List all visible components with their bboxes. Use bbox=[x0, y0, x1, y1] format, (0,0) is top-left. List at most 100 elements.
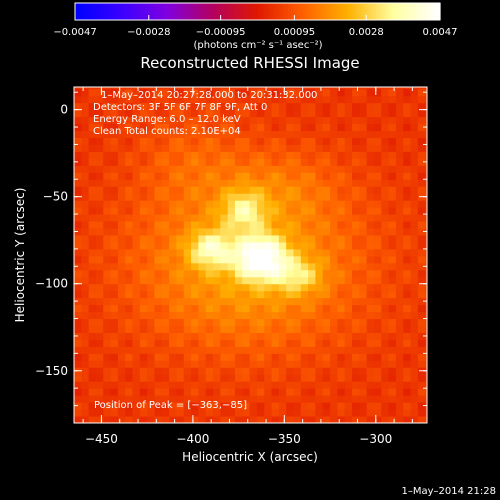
heatmap-pixel bbox=[300, 283, 309, 292]
heatmap-pixel bbox=[300, 332, 309, 340]
heatmap-pixel bbox=[308, 234, 316, 243]
heatmap-pixel bbox=[132, 87, 141, 90]
heatmap-pixel bbox=[139, 193, 148, 201]
heatmap-pixel bbox=[74, 353, 82, 361]
heatmap-pixel bbox=[117, 318, 126, 327]
heatmap-pixel bbox=[183, 416, 192, 423]
heatmap-pixel bbox=[300, 269, 309, 278]
heatmap-pixel bbox=[373, 318, 382, 327]
colorbar-segment bbox=[312, 3, 316, 20]
heatmap-pixel bbox=[227, 269, 236, 278]
heatmap-pixel bbox=[103, 402, 112, 410]
heatmap-pixel bbox=[293, 130, 302, 138]
heatmap-pixel bbox=[308, 151, 316, 159]
heatmap-pixel bbox=[278, 269, 287, 278]
colorbar-segment bbox=[351, 3, 356, 20]
colorbar-segment bbox=[382, 3, 386, 20]
heatmap-pixel bbox=[322, 186, 331, 194]
heatmap-pixel bbox=[198, 262, 207, 271]
heatmap-pixel bbox=[95, 409, 104, 417]
heatmap-pixel bbox=[359, 179, 368, 187]
heatmap-pixel bbox=[278, 409, 287, 417]
heatmap-pixel bbox=[300, 262, 309, 271]
heatmap-pixel bbox=[264, 353, 273, 361]
heatmap-pixel bbox=[278, 318, 287, 327]
heatmap-pixel bbox=[330, 409, 338, 417]
heatmap-pixel bbox=[95, 109, 104, 118]
heatmap-pixel bbox=[381, 360, 390, 368]
heatmap-pixel bbox=[198, 241, 207, 250]
heatmap-pixel bbox=[213, 200, 221, 208]
heatmap-pixel bbox=[322, 172, 331, 180]
heatmap-pixel bbox=[234, 318, 243, 327]
heatmap-pixel bbox=[322, 144, 331, 152]
heatmap-pixel bbox=[81, 332, 90, 340]
heatmap-pixel bbox=[147, 179, 155, 187]
heatmap-pixel bbox=[286, 388, 294, 396]
heatmap-pixel bbox=[147, 158, 155, 166]
heatmap-pixel bbox=[256, 109, 265, 118]
heatmap-pixel bbox=[161, 269, 170, 278]
colorbar-segment bbox=[154, 3, 158, 20]
heatmap-pixel bbox=[417, 283, 426, 292]
observation-info: 1–May–2014 20:27:28.000 to 20:31:32.000D… bbox=[93, 90, 317, 137]
heatmap-pixel bbox=[315, 193, 324, 201]
heatmap-pixel bbox=[373, 130, 382, 138]
heatmap-pixel bbox=[132, 186, 141, 194]
colorbar-segment bbox=[254, 3, 259, 20]
heatmap-pixel bbox=[366, 388, 375, 396]
heatmap-pixel bbox=[373, 290, 382, 299]
heatmap-pixel bbox=[139, 388, 148, 396]
heatmap-pixel bbox=[381, 283, 390, 292]
heatmap-pixel bbox=[176, 109, 185, 118]
heatmap-pixel bbox=[227, 283, 236, 292]
heatmap-pixel bbox=[117, 276, 126, 285]
heatmap-pixel bbox=[256, 374, 265, 382]
heatmap-pixel bbox=[147, 353, 155, 361]
heatmap-pixel bbox=[205, 325, 214, 333]
heatmap-pixel bbox=[74, 409, 82, 417]
heatmap-pixel bbox=[169, 172, 177, 180]
heatmap-pixel bbox=[227, 87, 236, 90]
heatmap-pixel bbox=[300, 318, 309, 327]
heatmap-pixel bbox=[417, 297, 426, 306]
heatmap-pixel bbox=[169, 228, 177, 236]
heatmap-pixel bbox=[352, 402, 360, 410]
heatmap-pixel bbox=[417, 228, 426, 236]
heatmap-pixel bbox=[271, 186, 280, 194]
heatmap-pixel bbox=[103, 179, 112, 187]
heatmap-pixel bbox=[147, 381, 155, 389]
heatmap-pixel bbox=[249, 200, 258, 208]
heatmap-pixel bbox=[256, 416, 265, 423]
heatmap-pixel bbox=[132, 116, 141, 125]
heatmap-pixel bbox=[395, 395, 404, 403]
heatmap-pixel bbox=[227, 381, 236, 389]
heatmap-pixel bbox=[366, 367, 375, 375]
colorbar-segment bbox=[430, 3, 435, 20]
heatmap-pixel bbox=[139, 200, 148, 208]
heatmap-pixel bbox=[198, 158, 207, 166]
heatmap-pixel bbox=[352, 228, 360, 236]
heatmap-pixel bbox=[154, 137, 163, 145]
heatmap-pixel bbox=[161, 367, 170, 375]
heatmap-pixel bbox=[256, 200, 265, 208]
heatmap-pixel bbox=[74, 360, 82, 368]
heatmap-pixel bbox=[300, 221, 309, 229]
heatmap-pixel bbox=[125, 241, 134, 250]
heatmap-pixel bbox=[293, 311, 302, 320]
colorbar-segment bbox=[278, 3, 283, 20]
heatmap-pixel bbox=[344, 311, 353, 320]
heatmap-pixel bbox=[242, 95, 251, 104]
heatmap-pixel bbox=[103, 193, 112, 201]
heatmap-pixel bbox=[183, 388, 192, 396]
heatmap-pixel bbox=[366, 95, 375, 104]
heatmap-pixel bbox=[161, 102, 170, 111]
heatmap-pixel bbox=[88, 332, 97, 340]
heatmap-pixel bbox=[125, 214, 134, 222]
heatmap-pixel bbox=[147, 388, 155, 396]
colorbar-segment bbox=[348, 3, 353, 20]
colorbar-segment bbox=[421, 3, 426, 20]
heatmap-pixel bbox=[205, 172, 214, 180]
heatmap-pixel bbox=[74, 165, 82, 173]
heatmap-pixel bbox=[227, 290, 236, 299]
